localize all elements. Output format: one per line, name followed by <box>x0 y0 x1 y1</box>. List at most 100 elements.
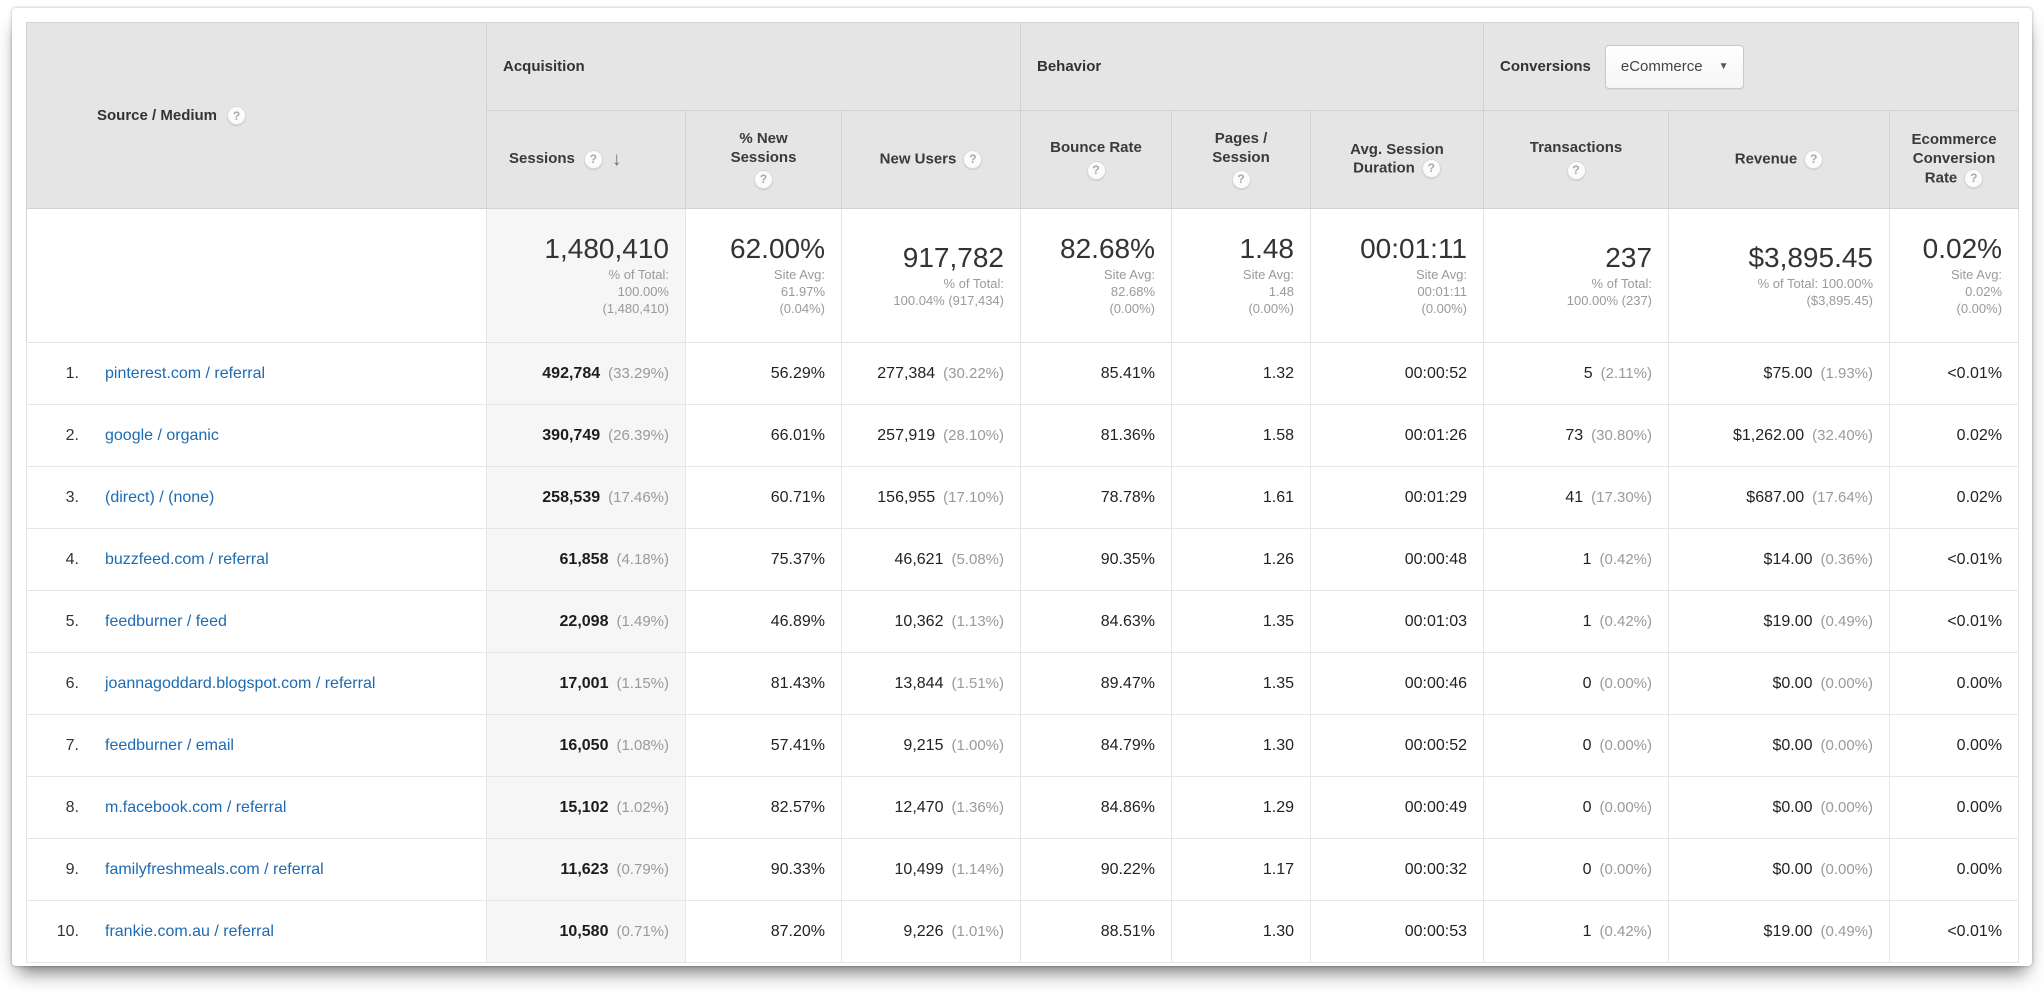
transactions-percent: (0.42%) <box>1599 612 1653 630</box>
avg-session-duration-value: 00:00:52 <box>1404 736 1468 754</box>
column-header-new-users[interactable]: New Users? <box>841 110 1021 209</box>
sessions-cell: 61,858 (4.18%) <box>486 528 686 591</box>
sessions-percent: (0.79%) <box>616 860 669 878</box>
new-users-percent: (1.51%) <box>951 674 1004 692</box>
sessions-cell: 258,539 (17.46%) <box>486 466 686 529</box>
transactions-cell: 41 (17.30%) <box>1483 466 1670 529</box>
sessions-cell: 11,623 (0.79%) <box>486 838 686 901</box>
new-users-cell: 13,844 (1.51%) <box>841 652 1021 715</box>
source-medium-cell: 3. (direct) / (none) <box>26 466 487 529</box>
pages-session-value: 1.30 <box>1262 736 1294 754</box>
ecommerce-conversion-rate-value: <0.01% <box>1947 364 2003 382</box>
group-conversions-label: Conversions <box>1500 58 1591 75</box>
help-icon[interactable]: ? <box>1566 160 1586 180</box>
source-medium-link[interactable]: familyfreshmeals.com / referral <box>105 860 324 878</box>
column-header-pages-session[interactable]: Pages / Session ? <box>1171 110 1311 209</box>
chevron-down-icon: ▼ <box>1718 61 1729 72</box>
table-row: 7. feedburner / email 16,050 (1.08%) 57.4… <box>26 714 2020 777</box>
column-header-source-medium[interactable]: Source / Medium ? <box>26 22 487 209</box>
source-medium-link[interactable]: m.facebook.com / referral <box>105 798 287 816</box>
column-header-transactions[interactable]: Transactions ? <box>1483 110 1670 209</box>
new-sessions-cell: 81.43% <box>685 652 842 715</box>
column-header-avg-session-duration[interactable]: Avg. Session Duration? <box>1309 110 1485 209</box>
transactions-value: 0 <box>1582 674 1592 692</box>
source-medium-link[interactable]: pinterest.com / referral <box>105 364 266 382</box>
new-sessions-value: 75.37% <box>770 550 825 568</box>
bounce-rate-cell: 85.41% <box>1020 342 1172 405</box>
ecommerce-conversion-rate-value: 0.00% <box>1956 798 2003 816</box>
sessions-value: 16,050 <box>559 736 609 754</box>
source-medium-link[interactable]: google / organic <box>105 426 219 444</box>
bounce-rate-value: 88.51% <box>1100 922 1155 940</box>
help-icon[interactable]: ? <box>1421 159 1441 179</box>
new-users-percent: (30.22%) <box>943 364 1004 382</box>
ecommerce-conversion-rate-value: 0.02% <box>1956 426 2003 444</box>
group-conversions: Conversions eCommerce ▼ <box>1483 22 2020 111</box>
totals-new-users: 917,782% of Total: 100.04% (917,434) <box>841 208 1021 343</box>
avg-session-duration-value: 00:00:52 <box>1404 364 1468 382</box>
column-header-revenue[interactable]: Revenue? <box>1668 110 1891 209</box>
transactions-percent: (30.80%) <box>1591 426 1653 444</box>
row-rank: 1. <box>65 364 79 382</box>
source-medium-cell: 9. familyfreshmeals.com / referral <box>26 838 487 901</box>
help-icon[interactable]: ? <box>754 170 773 190</box>
source-medium-cell: 1. pinterest.com / referral <box>26 342 487 405</box>
column-header-sessions[interactable]: Sessions ? ↓ <box>486 110 686 209</box>
new-users-percent: (5.08%) <box>951 550 1004 568</box>
table-row: 6. joannagoddard.blogspot.com / referral… <box>26 652 2020 715</box>
revenue-cell: $0.00 (0.00%) <box>1668 838 1891 901</box>
transactions-value: 1 <box>1582 922 1592 940</box>
sort-desc-icon[interactable]: ↓ <box>611 149 622 170</box>
avg-session-duration-cell: 00:01:29 <box>1309 466 1485 529</box>
avg-session-duration-cell: 00:00:49 <box>1309 776 1485 839</box>
help-icon[interactable]: ? <box>963 149 983 169</box>
transactions-cell: 1 (0.42%) <box>1483 900 1670 963</box>
source-medium-link[interactable]: frankie.com.au / referral <box>105 922 274 940</box>
sessions-percent: (1.08%) <box>616 736 669 754</box>
avg-session-duration-value: 00:00:49 <box>1404 798 1468 816</box>
avg-session-duration-value: 00:01:29 <box>1404 488 1468 506</box>
pages-session-cell: 1.35 <box>1171 590 1311 653</box>
avg-session-duration-cell: 00:00:52 <box>1309 342 1485 405</box>
group-acquisition: Acquisition <box>486 22 1021 111</box>
revenue-percent: (32.40%) <box>1812 426 1874 444</box>
column-header-bounce-rate[interactable]: Bounce Rate ? <box>1020 110 1172 209</box>
column-header-new-sessions[interactable]: % New Sessions ? <box>685 110 842 209</box>
source-medium-link[interactable]: (direct) / (none) <box>105 488 215 506</box>
sessions-percent: (17.46%) <box>608 488 669 506</box>
column-header-ecommerce-conversion-rate[interactable]: Ecommerce Conversion Rate? <box>1889 110 2020 209</box>
source-medium-link[interactable]: feedburner / feed <box>105 612 227 630</box>
source-medium-link[interactable]: feedburner / email <box>105 736 234 754</box>
new-sessions-value: 90.33% <box>770 860 825 878</box>
conversions-goal-dropdown[interactable]: eCommerce ▼ <box>1604 44 1745 89</box>
new-users-cell: 156,955 (17.10%) <box>841 466 1021 529</box>
source-medium-link[interactable]: buzzfeed.com / referral <box>105 550 269 568</box>
help-icon[interactable]: ? <box>1964 168 1984 188</box>
totals-transactions: 237% of Total: 100.00% (237) <box>1483 208 1670 343</box>
row-rank: 10. <box>56 922 79 940</box>
totals-ecommerce-conversion-rate: 0.02% Site Avg: 0.02% (0.00%) <box>1889 208 2020 343</box>
bounce-rate-value: 84.63% <box>1100 612 1155 630</box>
source-medium-link[interactable]: joannagoddard.blogspot.com / referral <box>105 674 376 692</box>
sessions-percent: (4.18%) <box>616 550 669 568</box>
help-icon[interactable]: ? <box>1804 149 1824 169</box>
help-icon[interactable]: ? <box>227 106 247 125</box>
pages-session-cell: 1.30 <box>1171 714 1311 777</box>
source-medium-label: Source / Medium <box>97 107 218 124</box>
help-icon[interactable]: ? <box>583 150 603 169</box>
row-rank: 7. <box>65 736 79 754</box>
transactions-value: 1 <box>1582 612 1592 630</box>
sessions-percent: (1.02%) <box>616 798 669 816</box>
new-sessions-value: 81.43% <box>770 674 825 692</box>
revenue-cell: $19.00 (0.49%) <box>1668 590 1891 653</box>
pages-session-value: 1.30 <box>1262 922 1294 940</box>
sessions-percent: (0.71%) <box>616 922 669 940</box>
help-icon[interactable]: ? <box>1086 160 1106 180</box>
help-icon[interactable]: ? <box>1231 170 1251 190</box>
bounce-rate-value: 85.41% <box>1100 364 1155 382</box>
sessions-percent: (26.39%) <box>608 426 669 444</box>
revenue-value: $19.00 <box>1763 612 1813 630</box>
revenue-cell: $0.00 (0.00%) <box>1668 714 1891 777</box>
avg-session-duration-cell: 00:00:32 <box>1309 838 1485 901</box>
ecommerce-conversion-rate-cell: 0.02% <box>1889 404 2020 467</box>
